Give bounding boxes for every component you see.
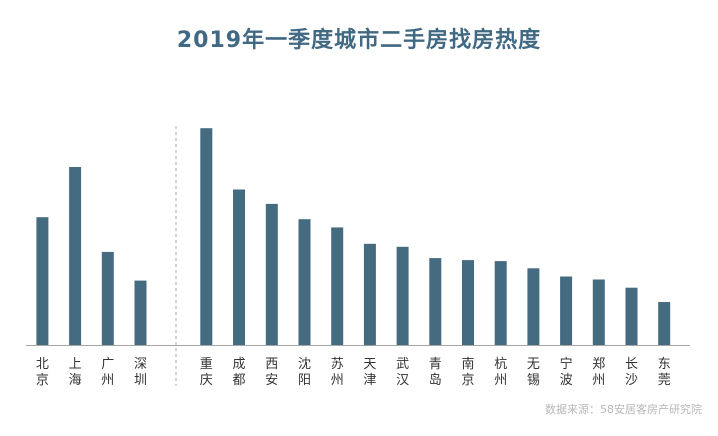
bar-2-14: [625, 287, 638, 345]
category-label: 长沙: [625, 357, 638, 388]
category-label: 青岛: [429, 357, 442, 388]
category-label: 无锡: [527, 357, 540, 388]
category-label: 成都: [232, 357, 245, 388]
category-label: 郑州: [592, 357, 605, 388]
bar-2-6: [363, 243, 376, 346]
bar-2-7: [396, 246, 409, 345]
category-label: 上海: [69, 357, 82, 388]
data-source: 数据来源：58安居客房产研究院: [545, 403, 702, 416]
bar-2-11: [527, 268, 540, 345]
bar-2-12: [560, 276, 573, 345]
category-label: 杭州: [494, 357, 507, 388]
category-label: 深圳: [134, 357, 147, 388]
bar-2-3: [265, 203, 278, 345]
bar-1-2: [69, 167, 82, 345]
bar-2-4: [298, 219, 311, 345]
bar-2-8: [429, 258, 442, 345]
category-label: 宁波: [560, 356, 573, 388]
category-label: 武汉: [396, 357, 409, 388]
category-label: 天津: [363, 357, 376, 388]
category-label: 广州: [101, 357, 114, 388]
category-label: 南京: [461, 356, 474, 388]
category-label: 北京: [36, 357, 49, 388]
bar-2-1: [200, 128, 213, 345]
category-label: 西安: [265, 357, 278, 388]
category-label: 苏州: [331, 356, 344, 388]
bar-1-4: [134, 280, 147, 345]
bar-1-3: [101, 251, 114, 345]
category-label: 东莞: [658, 357, 671, 388]
category-label: 重庆: [200, 356, 213, 388]
category-label: 沈阳: [298, 357, 311, 388]
bar-2-15: [658, 302, 671, 345]
bar-2-2: [233, 189, 245, 345]
bar-1-1: [36, 217, 49, 345]
bar-2-5: [331, 227, 344, 345]
bar-2-9: [462, 260, 474, 345]
bar-2-13: [592, 279, 605, 345]
bar-2-10: [494, 261, 507, 345]
chart-title: 2019年一季度城市二手房找房热度: [176, 28, 542, 53]
